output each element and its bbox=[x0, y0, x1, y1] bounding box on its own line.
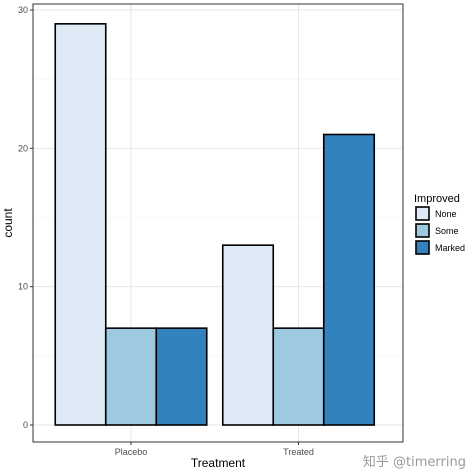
y-tick-label: 30 bbox=[18, 5, 28, 15]
y-tick-label: 10 bbox=[18, 282, 28, 292]
bar-placebo-some bbox=[104, 327, 158, 426]
y-axis-title: count bbox=[1, 208, 15, 238]
legend-label-none: None bbox=[435, 209, 457, 219]
x-axis: Placebo Treated bbox=[115, 442, 314, 457]
y-tick-label: 20 bbox=[18, 143, 28, 153]
bar-placebo-none bbox=[54, 23, 107, 426]
bar-treated-marked bbox=[322, 133, 376, 426]
bar-placebo-marked bbox=[155, 327, 208, 426]
plot-panel-border bbox=[32, 3, 404, 443]
legend-key-none bbox=[415, 206, 430, 221]
y-tick-label: 0 bbox=[23, 420, 28, 430]
x-axis-title: Treatment bbox=[191, 456, 246, 470]
x-tick-label: Treated bbox=[283, 447, 314, 457]
legend-title: Improved bbox=[414, 193, 460, 205]
bar-treated-none bbox=[221, 244, 275, 426]
legend-label-marked: Marked bbox=[435, 243, 465, 253]
x-tick-label: Placebo bbox=[115, 447, 148, 457]
y-axis: 0 10 20 30 bbox=[18, 5, 33, 430]
watermark: 知乎 @timerring bbox=[363, 454, 466, 470]
legend-label-some: Some bbox=[435, 226, 459, 236]
bars bbox=[54, 23, 376, 426]
legend-key-marked bbox=[415, 240, 430, 255]
legend-key-some bbox=[415, 223, 430, 238]
bar-treated-some bbox=[272, 327, 325, 426]
legend: Improved None Some Marked bbox=[414, 193, 465, 255]
